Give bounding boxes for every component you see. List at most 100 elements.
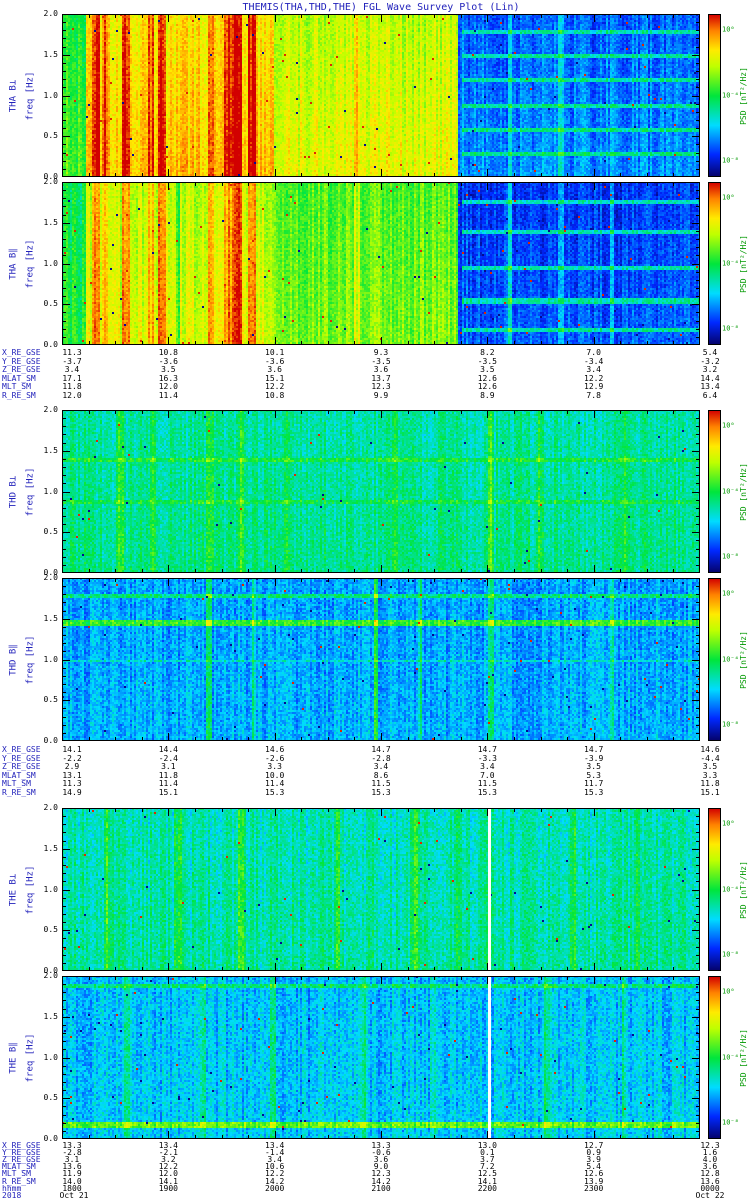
ephemeris-value: 3.3 <box>267 762 282 772</box>
colorbar-tick-label: 10⁻⁸ <box>722 950 739 959</box>
ephemeris-value: 12.8 <box>700 1169 720 1179</box>
colorbar-tick-label: 10⁰ <box>722 193 735 202</box>
ephemeris-value: 11.3 <box>62 348 82 357</box>
y-tick-label: 0.0 <box>43 966 58 975</box>
ephemeris-value: 11.5 <box>371 779 391 789</box>
ephemeris-label: Z_RE_GSE <box>2 762 41 772</box>
y-tick-label: 1.0 <box>43 258 58 268</box>
ephemeris-value: 11.8 <box>62 382 82 392</box>
colorbar-tick-label: 10⁻⁸ <box>722 324 739 333</box>
colorbar-the-bpar <box>708 976 721 1139</box>
y-tick-label: 1.0 <box>43 486 58 496</box>
ephemeris-value: 3.5 <box>702 762 718 772</box>
y-tick-label: 1.0 <box>43 884 58 894</box>
ephemeris-value: 10.1 <box>265 348 285 357</box>
ephemeris-label: X_RE_GSE <box>2 1141 41 1150</box>
y-tick-label: 0.0 <box>43 736 58 745</box>
ephemeris-value: 5.3 <box>586 770 601 780</box>
ephemeris-value: 11.9 <box>62 1169 82 1179</box>
ephemeris-value: 11.3 <box>62 779 82 789</box>
ephemeris-value: 6.4 <box>702 391 718 400</box>
ephemeris-value: 0.9 <box>586 1148 601 1158</box>
y-tick-label: 2.0 <box>43 573 58 582</box>
spectrogram-the-bperp <box>62 808 700 971</box>
ephemeris-value: 14.1 <box>477 1176 497 1186</box>
colorbar-tick-label: 10⁻⁴ <box>722 885 739 893</box>
ephemeris-value: -2.4 <box>158 753 178 763</box>
colorbar-axis-label: PSD [nT²/Hz] <box>739 1028 748 1087</box>
panel-label-the-bpar: THE B∥ <box>8 1041 19 1074</box>
ephemeris-value: 13.4 <box>265 1141 285 1150</box>
ephemeris-value: -2.8 <box>62 1148 82 1158</box>
colorbar-tick-label: 10⁻⁴ <box>722 655 739 663</box>
ephemeris-label: Z_RE_GSE <box>2 365 41 375</box>
colorbar-tick-label: 10⁰ <box>722 819 735 828</box>
ephemeris-value: 13.3 <box>371 1141 391 1150</box>
ephemeris-value: 3.2 <box>161 1155 176 1165</box>
ephemeris-value: 14.7 <box>584 745 604 754</box>
ephemeris-label: Z_RE_GSE <box>2 1155 41 1165</box>
ephemeris-value: 3.1 <box>64 1155 80 1165</box>
ephemeris-value: 12.7 <box>584 1141 604 1150</box>
ephemeris-value: 14.2 <box>265 1176 285 1186</box>
ephemeris-value: 15.1 <box>265 373 285 383</box>
time-axis-label: hhmm <box>2 1183 22 1193</box>
ephemeris-value: -3.3 <box>477 753 497 763</box>
ephemeris-value: 3.5 <box>161 365 176 375</box>
ephemeris-label: MLAT_SM <box>2 770 36 780</box>
colorbar-tick-label: 10⁰ <box>722 987 735 996</box>
y-tick-label: 0.5 <box>43 1093 58 1103</box>
ephemeris-value: 12.6 <box>477 373 497 383</box>
ephemeris-value: 14.1 <box>62 745 82 754</box>
ephemeris-value: 14.4 <box>158 745 178 754</box>
colorbar-tick-label: 10⁰ <box>722 589 735 598</box>
ephemeris-value: 8.6 <box>373 770 389 780</box>
ephemeris-value: 3.4 <box>480 762 495 772</box>
ephemeris-value: 12.3 <box>371 1169 391 1179</box>
ephemeris-label: Y_RE_GSE <box>2 753 41 763</box>
ephemeris-value: 11.4 <box>158 779 178 789</box>
ephemeris-value: 3.9 <box>586 1155 601 1165</box>
ephemeris-value: 12.5 <box>477 1169 497 1179</box>
colorbar-tick-label: 10⁻⁸ <box>722 1118 739 1127</box>
ephemeris-value: 12.0 <box>158 382 178 392</box>
y-tick-label: 0.5 <box>43 925 58 935</box>
ephemeris-value: 7.8 <box>586 391 601 400</box>
ephemeris-value: 3.6 <box>267 365 282 375</box>
ephemeris-value: 12.2 <box>584 373 604 383</box>
y-tick-label: 0.0 <box>43 340 58 349</box>
ephemeris-value: 15.3 <box>371 788 391 797</box>
ephemeris-value: 14.7 <box>371 745 391 754</box>
ephemeris-value: 7.2 <box>480 1162 495 1172</box>
spectrogram-thd-bperp <box>62 410 700 573</box>
ephemeris-value: 11.4 <box>158 391 178 400</box>
y-tick-label: 1.5 <box>43 613 58 623</box>
ephemeris-value: 3.5 <box>480 365 495 375</box>
time-tick-label: 2200 <box>477 1183 497 1193</box>
ephemeris-label: R_RE_SM <box>2 788 36 797</box>
ephemeris-value: 13.9 <box>584 1176 604 1186</box>
time-tick-label: 2300 <box>584 1183 604 1193</box>
ephemeris-value: 5.4 <box>702 348 718 357</box>
ephemeris-value: 13.6 <box>62 1162 82 1172</box>
ephemeris-value: 10.6 <box>265 1162 285 1172</box>
ephemeris-value: 12.2 <box>265 382 285 392</box>
ephemeris-value: 12.6 <box>584 1169 604 1179</box>
ephemeris-value: -3.5 <box>477 356 497 366</box>
ephemeris-value: 11.4 <box>265 779 285 789</box>
ephemeris-value: 3.4 <box>373 762 389 772</box>
ephemeris-value: 13.1 <box>62 770 82 780</box>
y-tick-label: 0.0 <box>43 172 58 181</box>
ephemeris-value: 13.3 <box>62 1141 82 1150</box>
y-tick-label: 0.5 <box>43 527 58 537</box>
ephemeris-value: 10.8 <box>265 391 285 400</box>
y-tick-label: 1.5 <box>43 843 58 853</box>
ephemeris-value: -2.2 <box>62 753 82 763</box>
ephemeris-value: -3.7 <box>62 356 82 366</box>
ephemeris-value: 9.3 <box>373 348 389 357</box>
ephemeris-value: 9.9 <box>373 391 389 400</box>
ephemeris-value: 12.6 <box>477 382 497 392</box>
y-tick-label: 1.0 <box>43 90 58 100</box>
ephemeris-label: MLAT_SM <box>2 1162 36 1172</box>
ephemeris-value: 14.9 <box>62 788 82 797</box>
